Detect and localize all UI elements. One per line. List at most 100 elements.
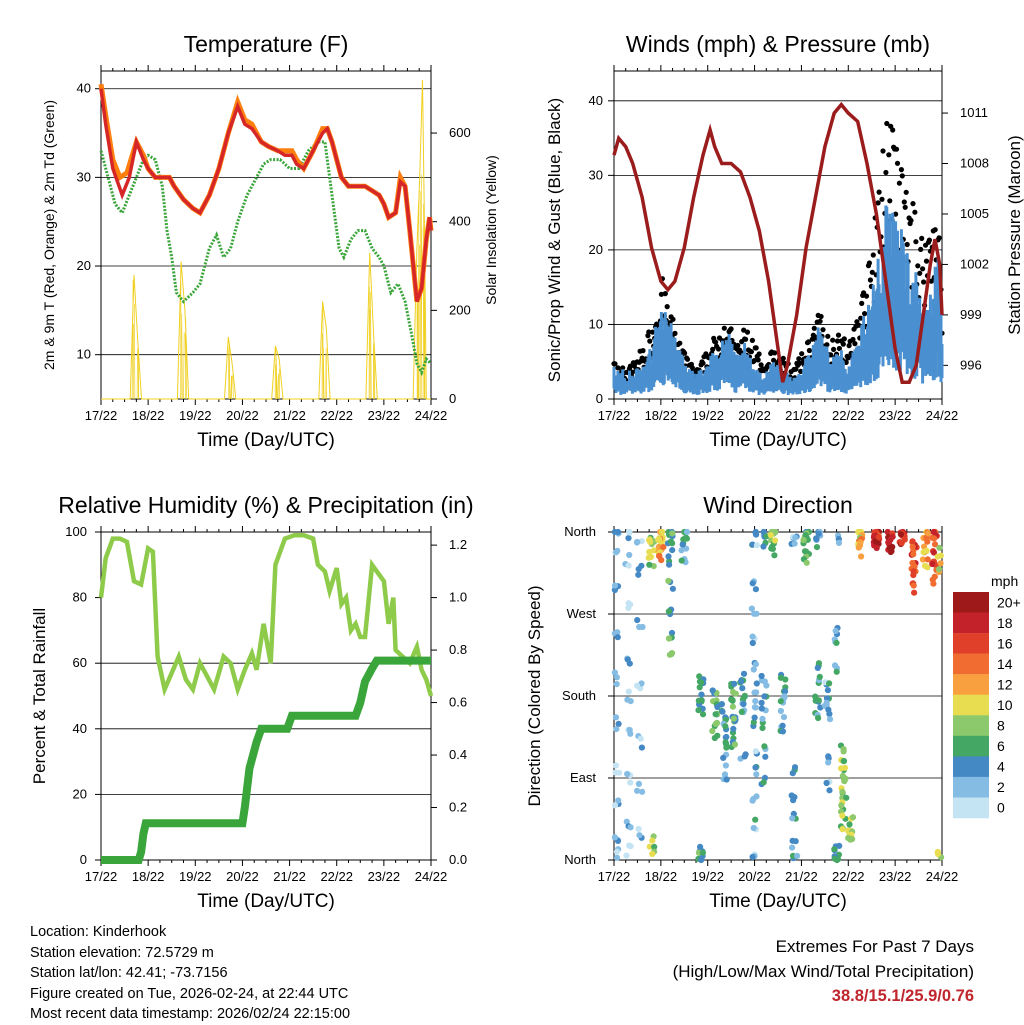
direction-point bbox=[792, 764, 798, 770]
y-right-tick-label: 0 bbox=[449, 391, 456, 406]
direction-point bbox=[898, 531, 904, 537]
direction-point bbox=[832, 662, 838, 668]
x-tick-label: 19/22 bbox=[179, 869, 212, 884]
y-right-tick-label: 996 bbox=[960, 357, 982, 372]
direction-point bbox=[638, 563, 644, 569]
direction-point bbox=[782, 676, 788, 682]
direction-point bbox=[626, 842, 632, 848]
y-tick-label: West bbox=[567, 606, 597, 621]
direction-point bbox=[858, 553, 864, 559]
colorbar-swatch bbox=[953, 633, 989, 654]
direction-point bbox=[669, 547, 675, 553]
direction-point bbox=[793, 838, 799, 844]
x-tick-label: 23/22 bbox=[879, 869, 912, 884]
direction-point bbox=[666, 562, 672, 568]
gust-point bbox=[921, 279, 926, 284]
direction-point bbox=[753, 771, 759, 777]
colorbar-swatch bbox=[953, 756, 989, 777]
direction-point bbox=[626, 529, 632, 535]
x-tick-label: 18/22 bbox=[132, 869, 165, 884]
direction-point bbox=[678, 547, 684, 553]
direction-point bbox=[817, 674, 823, 680]
direction-point bbox=[614, 849, 620, 855]
direction-point bbox=[936, 545, 942, 551]
gust-point bbox=[895, 161, 900, 166]
gust-point bbox=[867, 260, 872, 265]
solar-strand bbox=[183, 332, 184, 399]
colorbar-swatch bbox=[953, 695, 989, 716]
direction-point bbox=[887, 537, 893, 543]
x-tick-label: 23/22 bbox=[879, 408, 912, 423]
direction-point bbox=[751, 690, 757, 696]
gust-point bbox=[841, 342, 846, 347]
direction-point bbox=[713, 711, 719, 717]
x-tick-label: 24/22 bbox=[415, 408, 448, 423]
direction-point bbox=[639, 624, 645, 630]
direction-point bbox=[625, 535, 631, 541]
extremes-values: 38.8/15.1/25.9/0.76 bbox=[673, 984, 974, 1009]
y-tick-label: 40 bbox=[73, 721, 87, 736]
y-right-tick-label: 400 bbox=[449, 214, 471, 229]
y-right-tick-label: 1011 bbox=[960, 105, 988, 120]
station-latlon: Station lat/lon: 42.41; -73.7156 bbox=[30, 963, 350, 984]
direction-point bbox=[929, 535, 935, 541]
gust-point bbox=[887, 198, 892, 203]
direction-point bbox=[614, 674, 620, 680]
x-axis-label: Time (Day/UTC) bbox=[197, 430, 335, 451]
gust-point bbox=[757, 351, 762, 356]
direction-point bbox=[841, 758, 847, 764]
gust-point bbox=[825, 334, 830, 339]
y-right-axis-label: Station Pressure (Maroon) bbox=[1005, 135, 1024, 334]
gust-point bbox=[871, 252, 876, 257]
direction-point bbox=[841, 748, 847, 754]
chart-title: Relative Humidity (%) & Precipitation (i… bbox=[58, 492, 473, 518]
direction-point bbox=[759, 700, 765, 706]
direction-point bbox=[649, 838, 655, 844]
direction-point bbox=[910, 538, 916, 544]
gust-point bbox=[831, 347, 836, 352]
direction-point bbox=[738, 678, 744, 684]
gust-point bbox=[899, 167, 904, 172]
y-tick-label: 20 bbox=[73, 786, 87, 801]
direction-point bbox=[825, 687, 831, 693]
x-tick-label: 23/22 bbox=[368, 408, 401, 423]
gust-point bbox=[868, 277, 873, 282]
direction-point bbox=[768, 532, 774, 538]
direction-point bbox=[794, 853, 800, 859]
x-tick-label: 20/22 bbox=[738, 408, 771, 423]
gust-point bbox=[900, 173, 905, 178]
direction-point bbox=[752, 698, 758, 704]
direction-point bbox=[679, 558, 685, 564]
direction-point bbox=[815, 665, 821, 671]
direction-point bbox=[695, 707, 701, 713]
direction-point bbox=[634, 788, 640, 794]
direction-point bbox=[723, 739, 729, 745]
direction-point bbox=[634, 539, 640, 545]
gust-point bbox=[912, 210, 917, 215]
gust-point bbox=[647, 339, 652, 344]
gust-point bbox=[913, 239, 918, 244]
direction-point bbox=[753, 661, 759, 667]
y-tick-label: 30 bbox=[589, 167, 603, 182]
direction-point bbox=[780, 728, 786, 734]
colorbar-swatch bbox=[953, 777, 989, 798]
gust-point bbox=[700, 361, 705, 366]
colorbar-label: 20+ bbox=[997, 594, 1021, 610]
x-tick-label: 17/22 bbox=[598, 869, 631, 884]
gust-point bbox=[665, 304, 670, 309]
gust-point bbox=[749, 349, 754, 354]
colorbar-swatch bbox=[953, 592, 989, 613]
gust-point bbox=[877, 190, 882, 195]
temp-9m-line bbox=[101, 84, 431, 301]
direction-point bbox=[623, 853, 629, 859]
colorbar-label: 14 bbox=[997, 656, 1013, 672]
y-right-tick-label: 1.0 bbox=[449, 590, 467, 605]
y-tick-label: 0 bbox=[80, 852, 87, 867]
direction-point bbox=[876, 534, 882, 540]
y-axis-label: Percent & Total Rainfall bbox=[30, 608, 49, 784]
gust-point bbox=[756, 357, 761, 362]
station-info: Location: Kinderhook Station elevation: … bbox=[30, 922, 350, 1025]
gust-point bbox=[918, 247, 923, 252]
direction-point bbox=[740, 701, 746, 707]
direction-point bbox=[834, 669, 840, 675]
